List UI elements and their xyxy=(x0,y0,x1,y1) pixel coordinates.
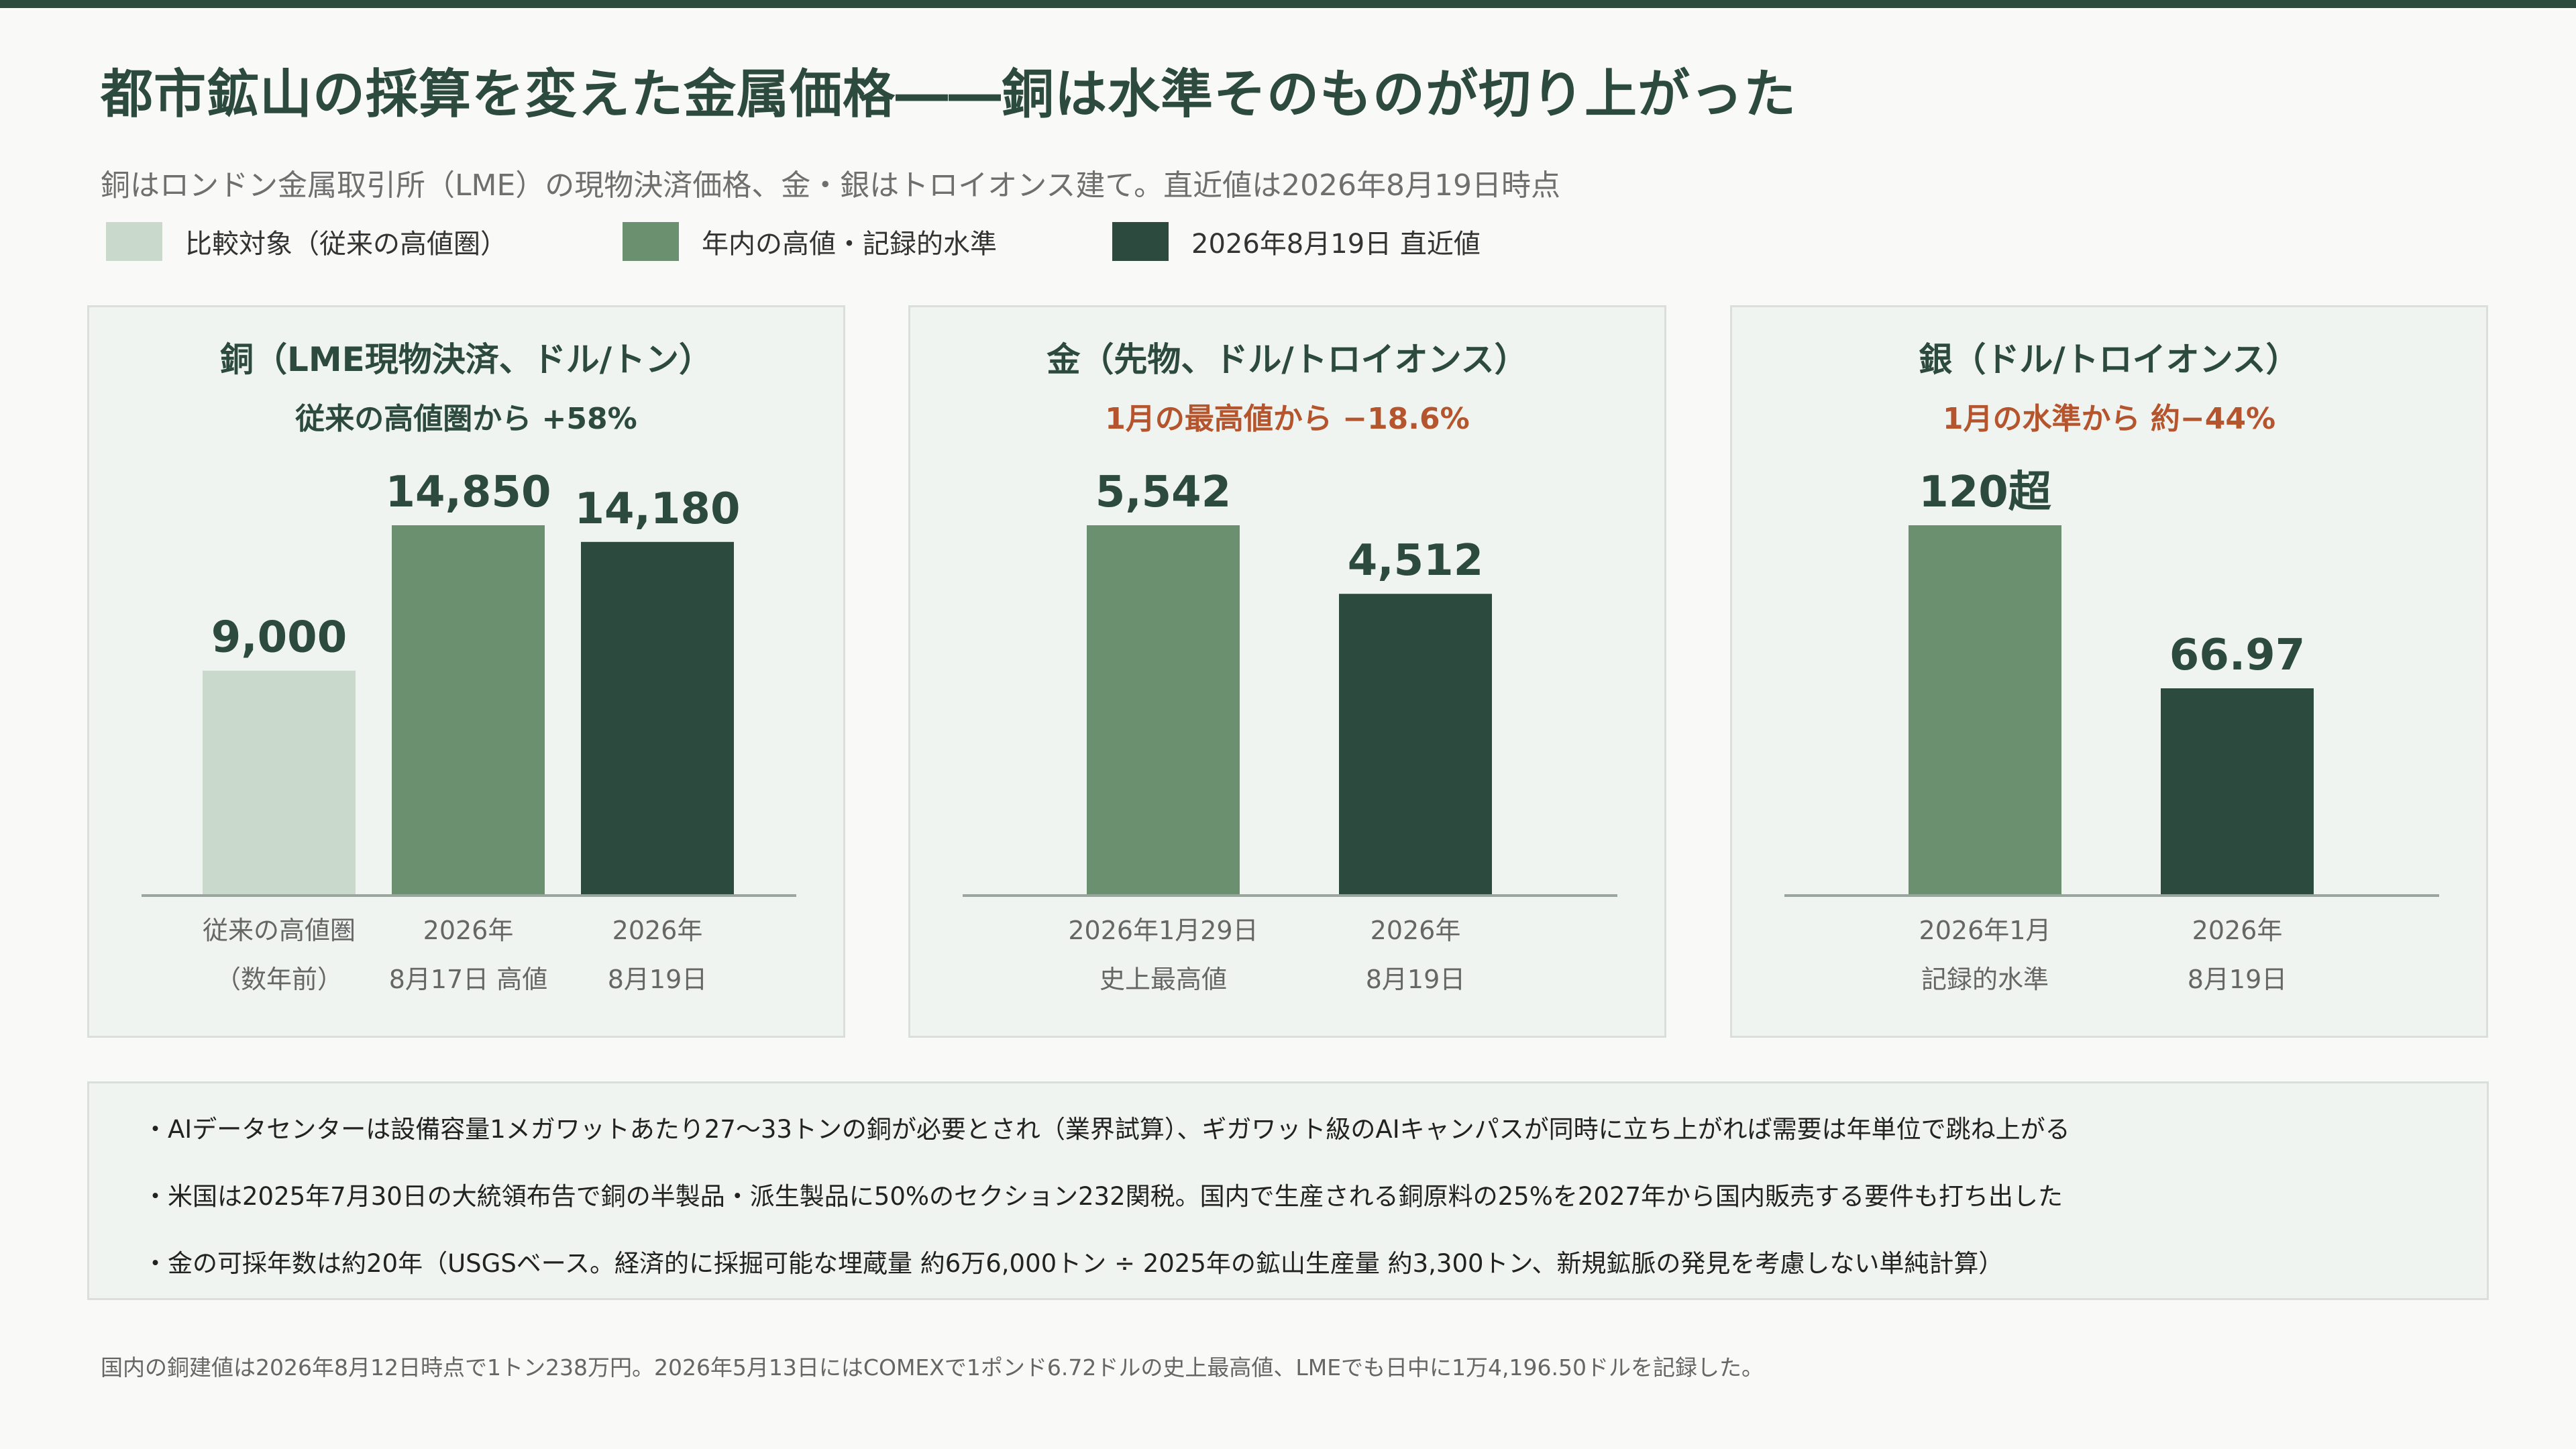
gold-change-note: 1月の最高値から −18.6% xyxy=(1105,402,1470,436)
data-label: 66.97 xyxy=(2169,631,2305,680)
gold-chart-panel: 5,542 2026年1月29日 史上最高値 4,512 2026年 8月19日 金（先物… xyxy=(908,305,1666,1038)
top-accent-bar xyxy=(0,0,2576,8)
category-tick-label: 2026年 xyxy=(423,916,514,945)
silver-change-note: 1月の水準から 約−44% xyxy=(1942,402,2276,436)
legend-swatch-latest xyxy=(1112,222,1169,261)
category-tick-label: 2026年 xyxy=(612,916,703,945)
data-label: 9,000 xyxy=(211,613,347,663)
bar xyxy=(2161,688,2314,894)
bar xyxy=(1087,525,1240,894)
category-tick-label: 史上最高値 xyxy=(1099,965,1227,994)
category-tick-label: 従来の高値圏 xyxy=(203,916,356,945)
bar xyxy=(1339,594,1492,894)
category-tick-label: 8月19日 xyxy=(2188,965,2288,994)
category-tick-label: 2026年 xyxy=(2192,916,2283,945)
bar xyxy=(392,525,545,894)
category-tick-label: 記録的水準 xyxy=(1921,965,2049,994)
category-tick-label: 8月17日 高値 xyxy=(389,965,548,994)
category-tick-label: 2026年1月29日 xyxy=(1068,916,1258,945)
gold-chart-title: 金（先物、ドル/トロイオンス） xyxy=(1046,340,1528,379)
bar xyxy=(581,541,734,894)
note-us-tariff: ・米国は2025年7月30日の大統領布告で銅の半製品・派生製品に50%のセクショ… xyxy=(143,1182,2063,1211)
legend-label-record: 年内の高値・記録的水準 xyxy=(702,229,997,260)
legend-item-latest: 2026年8月19日 直近値 xyxy=(1112,221,1481,262)
category-tick-label: （数年前） xyxy=(215,965,343,994)
bar xyxy=(203,670,356,894)
legend-item-comparison: 比較対象（従来の高値圏） xyxy=(106,221,507,262)
copper-chart: 9,000 従来の高値圏 （数年前） 14,850 2026年 8月17日 高値 14,18… xyxy=(142,468,796,994)
page-subtitle: 銅はロンドン金属取引所（LME）の現物決済価格、金・銀はトロイオンス建て。直近値… xyxy=(101,168,1561,203)
page-title: 都市鉱山の採算を変えた金属価格――銅は水準そのものが切り上がった xyxy=(101,64,1797,125)
note-ai-datacenter: ・AIデータセンターは設備容量1メガワットあたり27〜33トンの銅が必要とされ（… xyxy=(143,1115,2070,1144)
copper-chart-title: 銅（LME現物決済、ドル/トン） xyxy=(219,340,713,379)
silver-chart-panel: 120超 2026年1月 記録的水準 66.97 2026年 8月19日 銀（ドル/トロイ… xyxy=(1730,305,2488,1038)
data-label: 120超 xyxy=(1919,468,2052,517)
note-gold-reserves: ・金の可採年数は約20年（USGSベース。経済的に採掘可能な埋蔵量 約6万6,0… xyxy=(143,1249,2004,1278)
data-label: 14,180 xyxy=(575,484,741,534)
data-label: 5,542 xyxy=(1095,468,1231,517)
legend-label-latest: 2026年8月19日 直近値 xyxy=(1191,229,1481,260)
category-tick-label: 8月19日 xyxy=(1366,965,1466,994)
category-tick-label: 2026年1月 xyxy=(1919,916,2051,945)
data-label: 14,850 xyxy=(386,468,551,517)
copper-chart-panel: 9,000 従来の高値圏 （数年前） 14,850 2026年 8月17日 高値 14,18… xyxy=(87,305,845,1038)
silver-chart-title: 銀（ドル/トロイオンス） xyxy=(1919,340,2300,379)
bar xyxy=(1909,525,2061,894)
legend-swatch-comparison xyxy=(106,222,162,261)
legend-swatch-record xyxy=(623,222,679,261)
category-tick-label: 2026年 xyxy=(1371,916,1461,945)
category-tick-label: 8月19日 xyxy=(608,965,708,994)
legend-label-comparison: 比較対象（従来の高値圏） xyxy=(185,229,507,260)
notes-box: ・AIデータセンターは設備容量1メガワットあたり27〜33トンの銅が必要とされ（… xyxy=(87,1081,2489,1300)
footer-source-note: 国内の銅建値は2026年8月12日時点で1トン238万円。2026年5月13日に… xyxy=(101,1354,1764,1381)
legend-item-record: 年内の高値・記録的水準 xyxy=(623,221,997,262)
copper-change-note: 従来の高値圏から +58% xyxy=(295,402,637,436)
data-label: 4,512 xyxy=(1348,536,1483,586)
